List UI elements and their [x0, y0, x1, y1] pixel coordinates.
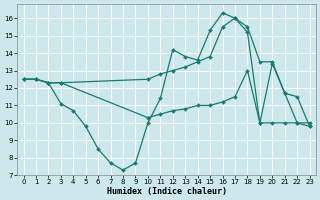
- X-axis label: Humidex (Indice chaleur): Humidex (Indice chaleur): [107, 187, 227, 196]
